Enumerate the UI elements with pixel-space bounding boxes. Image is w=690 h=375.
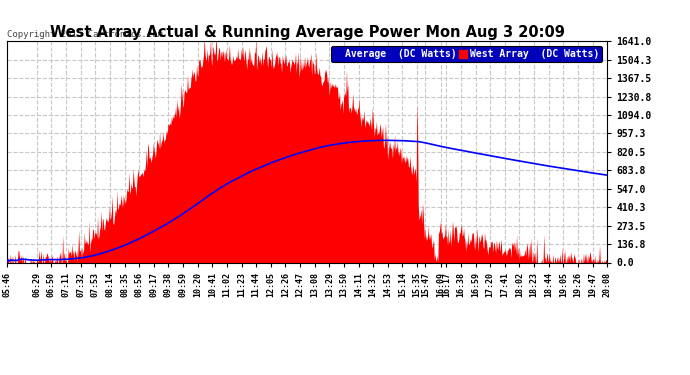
Text: Copyright 2015 Cartronics.com: Copyright 2015 Cartronics.com	[7, 30, 163, 39]
Legend: Average  (DC Watts), West Array  (DC Watts): Average (DC Watts), West Array (DC Watts…	[331, 46, 602, 62]
Title: West Array Actual & Running Average Power Mon Aug 3 20:09: West Array Actual & Running Average Powe…	[50, 25, 564, 40]
